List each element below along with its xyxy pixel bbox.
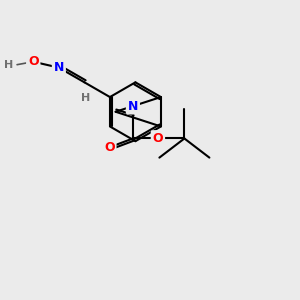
Text: N: N — [128, 100, 138, 112]
Text: N: N — [54, 61, 64, 74]
Text: O: O — [153, 132, 163, 145]
Text: O: O — [28, 55, 39, 68]
Text: H: H — [4, 60, 14, 70]
Text: O: O — [104, 141, 115, 154]
Text: H: H — [81, 93, 91, 103]
